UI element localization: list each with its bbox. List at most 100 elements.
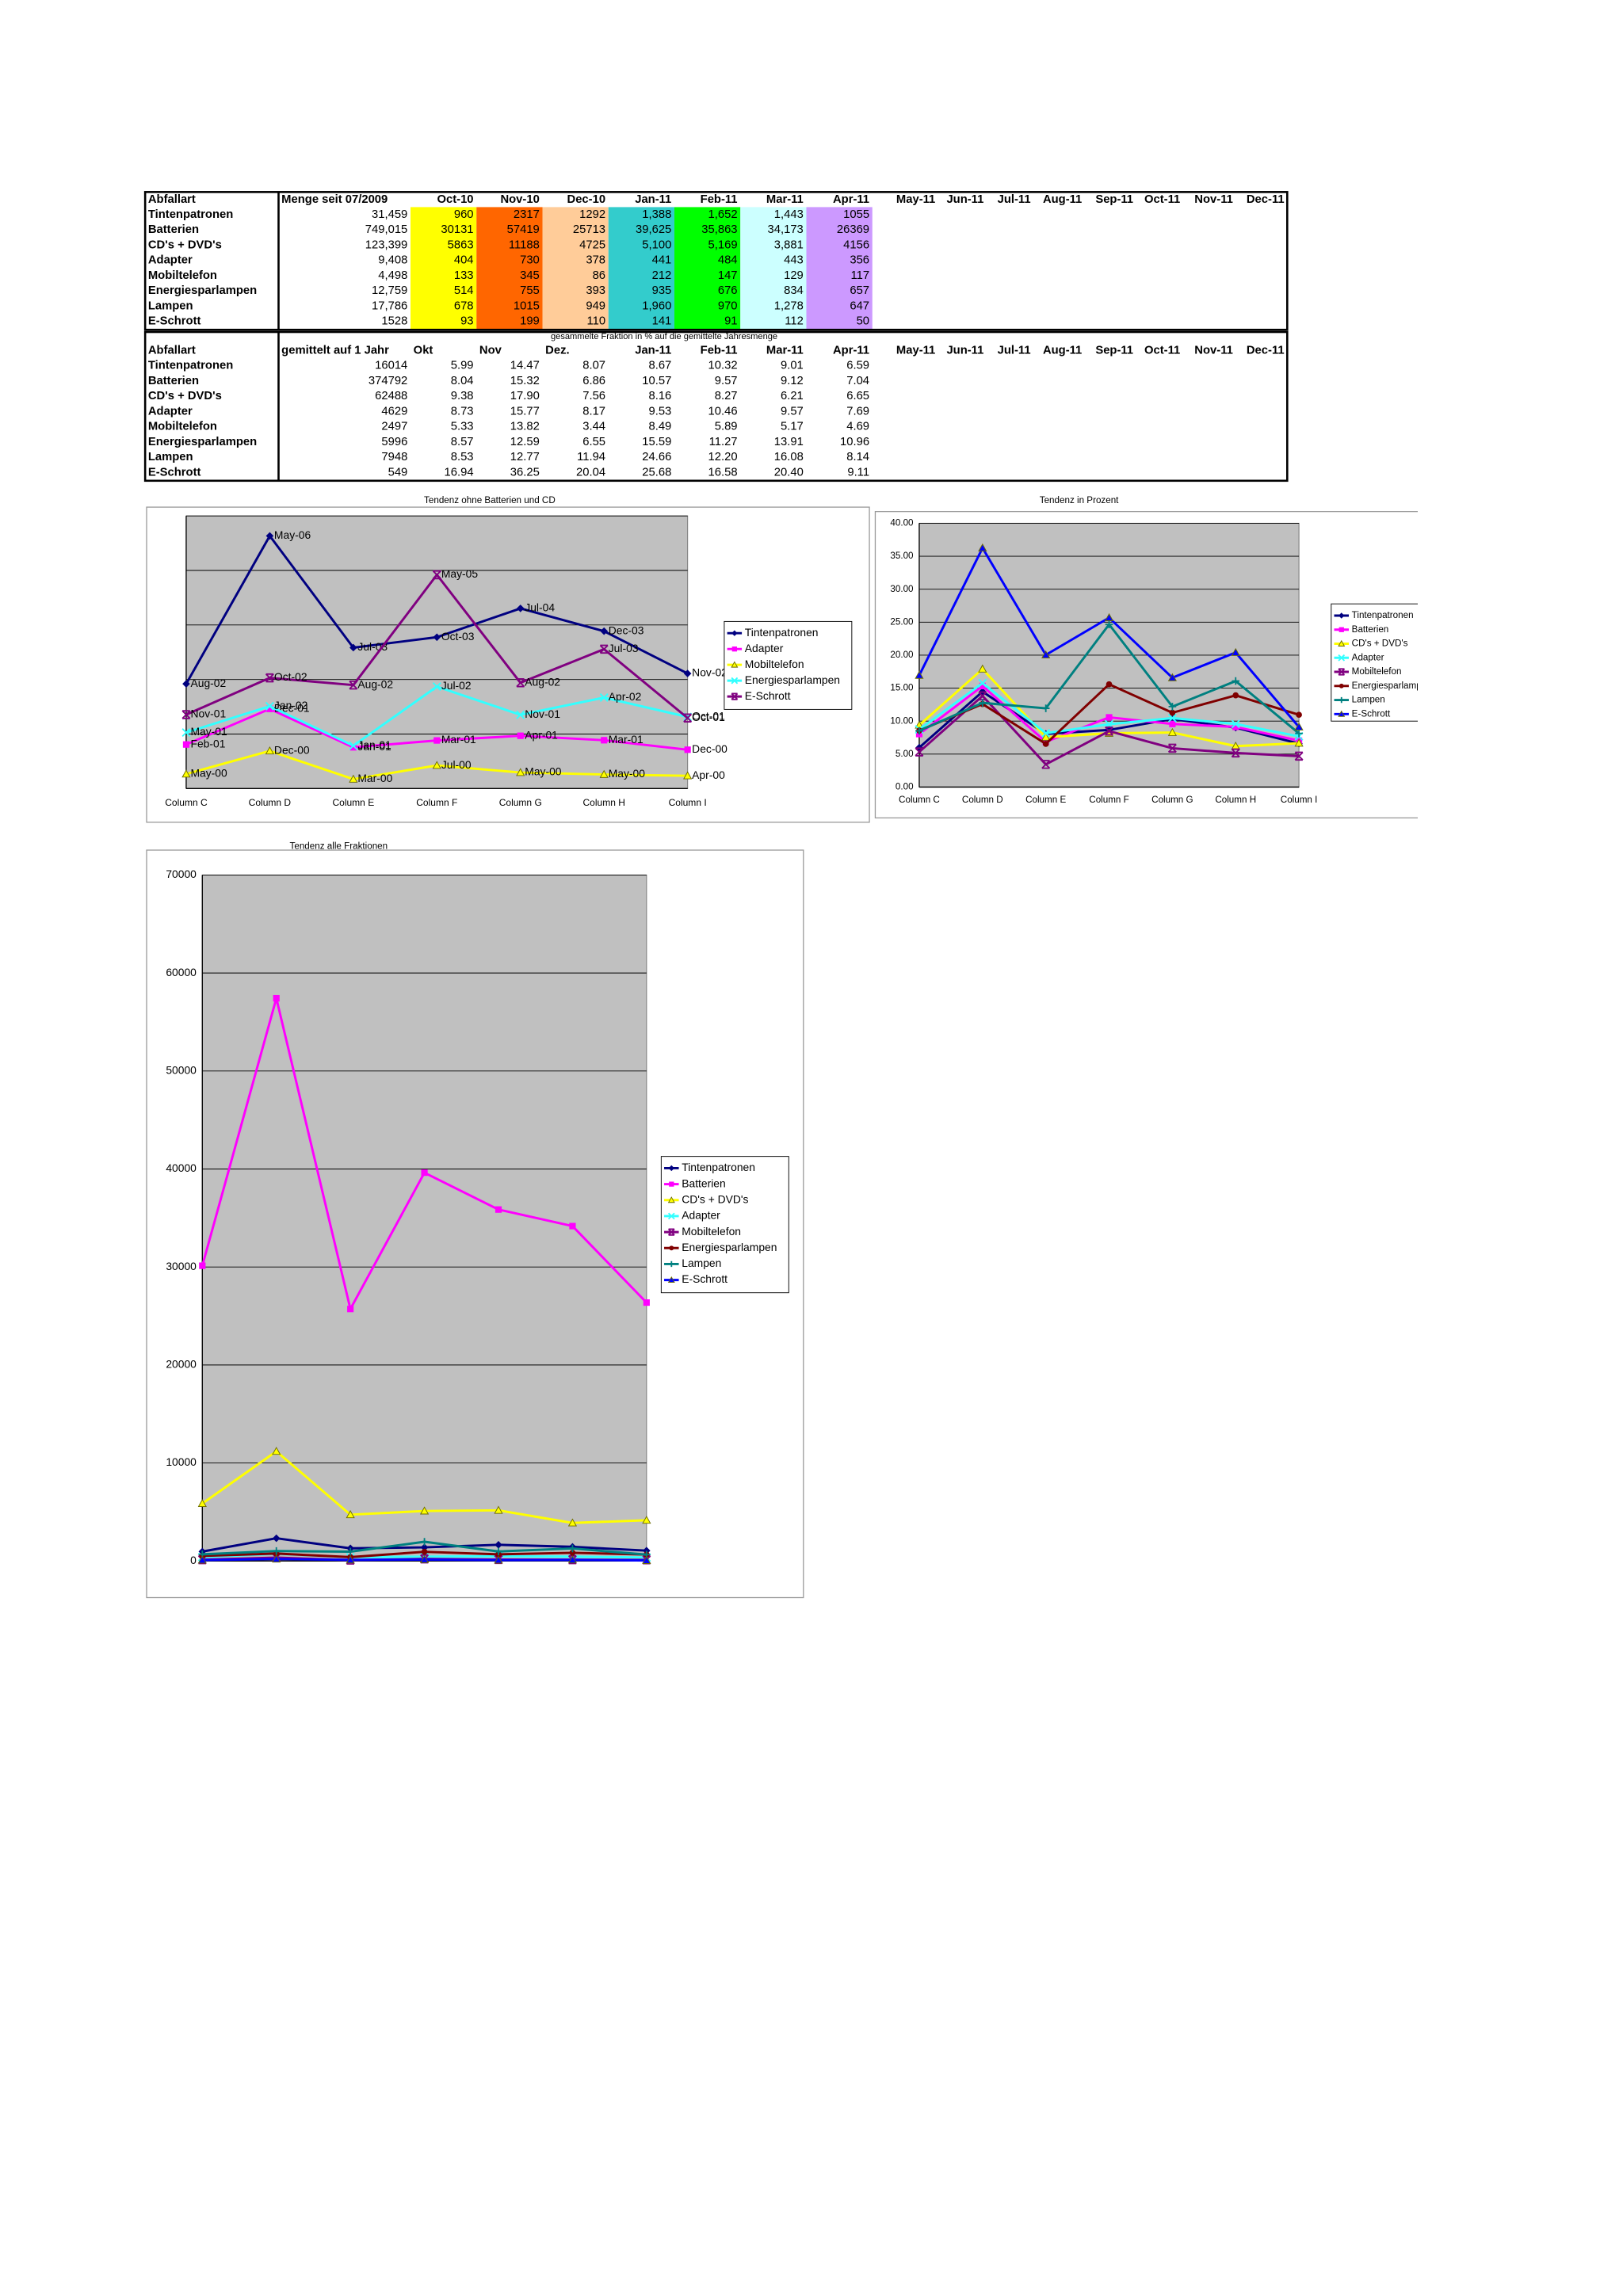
marker <box>1232 692 1239 699</box>
header-cell: Dec-11 <box>1247 193 1285 206</box>
table-cell: 7.04 <box>846 375 869 387</box>
table-cell: 378 <box>586 254 605 267</box>
table-cell: 9.57 <box>715 375 738 387</box>
header-cell: Apr-11 <box>833 344 869 357</box>
marker <box>1167 673 1177 681</box>
y-tick-label: 5.00 <box>896 749 914 759</box>
marker <box>1294 738 1304 747</box>
x-tick-label: Column G <box>499 797 542 808</box>
legend-marker <box>669 1245 674 1251</box>
table-cell: 7.69 <box>846 405 869 418</box>
legend-label: Mobiltelefon <box>745 658 804 670</box>
table-cell: 9.53 <box>648 405 671 418</box>
legend-label: Lampen <box>682 1257 721 1269</box>
data-label: Jul-00 <box>441 758 472 771</box>
table-cell: 2317 <box>514 208 540 221</box>
data-label: Dec-00 <box>274 743 310 756</box>
marker <box>346 1547 354 1556</box>
table-note: gesammelte Fraktion in % auf die gemitte… <box>551 332 777 341</box>
marker <box>272 1554 281 1563</box>
marker <box>1169 720 1176 727</box>
legend-marker <box>731 661 739 668</box>
marker <box>346 1555 355 1564</box>
marker <box>1294 722 1304 730</box>
legend-marker <box>1338 654 1346 662</box>
table-cell: 12.77 <box>510 451 540 463</box>
marker <box>421 1548 428 1555</box>
legend-label: Energiesparlampen <box>745 673 840 686</box>
table-cell: 133 <box>454 269 474 282</box>
legend-marker <box>668 1261 675 1268</box>
marker <box>1169 709 1176 716</box>
table-cell: 25.68 <box>642 466 671 479</box>
table-cell: 11.94 <box>577 451 605 463</box>
table-cell: 13.91 <box>774 436 804 448</box>
legend-marker <box>667 1228 675 1236</box>
table-cell: 9.12 <box>781 375 804 387</box>
y-tick-label: 50000 <box>166 1063 197 1076</box>
table-cell: 26369 <box>837 223 869 236</box>
chart-title: Tendenz in Prozent <box>1040 495 1119 505</box>
marker <box>265 746 274 755</box>
marker <box>1232 677 1240 685</box>
column-fill <box>740 207 807 330</box>
data-label: Dec-01 <box>274 701 310 714</box>
table-cell: 212 <box>652 269 672 282</box>
table-cell: 25713 <box>573 223 605 236</box>
marker <box>1231 748 1240 758</box>
chart: Tendenz ohne Batterien und CD Column C Col… <box>146 495 870 823</box>
table-cell: 8.27 <box>715 390 738 402</box>
marker <box>265 673 274 683</box>
table-cell: 31,459 <box>372 208 407 221</box>
marker <box>182 680 190 688</box>
table-cell: 9.38 <box>451 390 474 402</box>
table-cell: 13.82 <box>510 421 540 433</box>
header-cell: May-11 <box>896 193 935 206</box>
marker <box>517 732 524 739</box>
x-tick-label: Column F <box>1089 795 1128 805</box>
header-cell: Dec-11 <box>1247 344 1285 357</box>
data-label: May-00 <box>525 765 562 778</box>
y-tick-label: 40000 <box>166 1161 197 1174</box>
table-cell: 5,100 <box>642 238 671 251</box>
table-cell: 11.27 <box>709 436 738 448</box>
column-fill <box>806 207 873 330</box>
marker <box>1041 760 1051 769</box>
table-cell: 4156 <box>843 238 869 251</box>
table-cell: 35,863 <box>701 223 737 236</box>
table-cell: 935 <box>652 284 672 297</box>
marker <box>599 769 609 778</box>
x-tick-label: Column F <box>416 797 457 808</box>
table-cell: 16.58 <box>708 466 738 479</box>
table-cell: 1,278 <box>774 299 804 312</box>
row-label: Mobiltelefon <box>148 421 217 433</box>
legend-marker <box>731 692 739 700</box>
header-cell: Nov <box>479 344 502 357</box>
legend-marker <box>1338 710 1346 717</box>
table-cell: 15.77 <box>510 405 540 418</box>
x-tick-label: Column E <box>332 797 374 808</box>
header-cell: Feb-11 <box>701 344 738 357</box>
marker <box>495 1206 502 1213</box>
row-label: Tintenpatronen <box>148 208 233 221</box>
legend-label: Tintenpatronen <box>745 626 819 639</box>
header-cell: Aug-11 <box>1043 344 1082 357</box>
table-cell: 6.65 <box>846 390 869 402</box>
legend-label: CD's + DVD's <box>682 1192 748 1205</box>
table-cell: 8.04 <box>451 375 474 387</box>
marker <box>494 1505 503 1514</box>
marker <box>1106 681 1113 688</box>
table-cell: 5.89 <box>715 421 738 433</box>
header-cell: Sep-11 <box>1095 344 1133 357</box>
table-cell: 8.53 <box>451 451 474 463</box>
table-cell: 7948 <box>381 451 407 463</box>
x-tick-label: Column C <box>165 797 208 808</box>
table-cell: 86 <box>593 269 605 282</box>
x-tick-label: Column E <box>1025 795 1066 805</box>
table-cell: 730 <box>520 254 540 267</box>
legend-marker <box>668 1165 674 1172</box>
table-cell: 15.59 <box>642 436 671 448</box>
table-cell: 3,881 <box>774 238 804 251</box>
table: gesammelte Fraktion in % auf die gemitte… <box>143 330 1289 482</box>
marker <box>182 741 190 748</box>
